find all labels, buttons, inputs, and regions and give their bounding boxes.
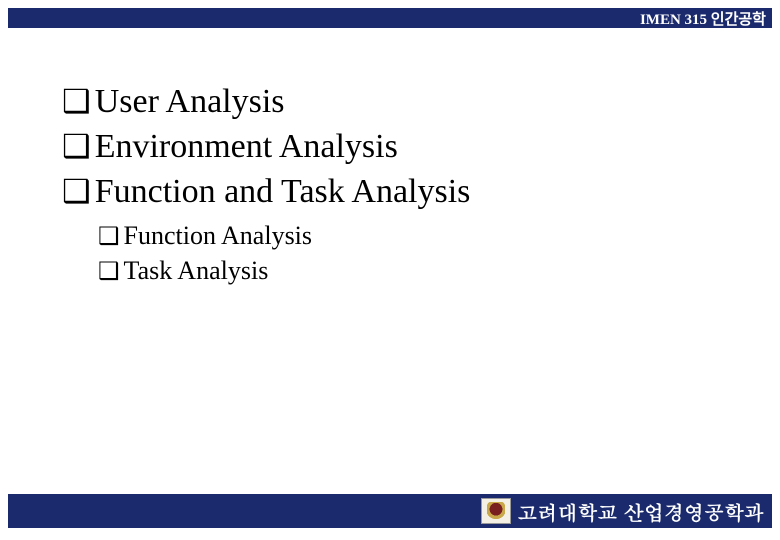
bullet-item: ❑ Environment Analysis (62, 125, 740, 168)
bullet-marker-icon: ❑ (62, 125, 91, 167)
bullet-marker-icon: ❑ (98, 255, 120, 289)
bullet-marker-icon: ❑ (98, 220, 120, 254)
sub-list: ❑ Function Analysis ❑ Task Analysis (98, 219, 740, 289)
footer-bar: 고려대학교 산업경영공학과 (8, 494, 772, 528)
bullet-label: Environment Analysis (95, 126, 398, 168)
bullet-label: Function and Task Analysis (95, 171, 471, 213)
bullet-label: Function Analysis (124, 219, 313, 253)
institution-name: 고려대학교 산업경영공학과 (517, 497, 764, 526)
slide-content: ❑ User Analysis ❑ Environment Analysis ❑… (62, 80, 740, 289)
bullet-label: Task Analysis (124, 254, 269, 288)
bullet-label: User Analysis (95, 81, 285, 123)
bullet-marker-icon: ❑ (62, 80, 91, 122)
university-crest-icon (481, 498, 511, 524)
header-bar: IMEN 315 인간공학 (8, 8, 772, 28)
bullet-subitem: ❑ Function Analysis (98, 219, 740, 254)
bullet-subitem: ❑ Task Analysis (98, 254, 740, 289)
course-code: IMEN 315 인간공학 (640, 8, 766, 29)
bullet-item: ❑ User Analysis (62, 80, 740, 123)
bullet-marker-icon: ❑ (62, 170, 91, 212)
bullet-item: ❑ Function and Task Analysis (62, 170, 740, 213)
